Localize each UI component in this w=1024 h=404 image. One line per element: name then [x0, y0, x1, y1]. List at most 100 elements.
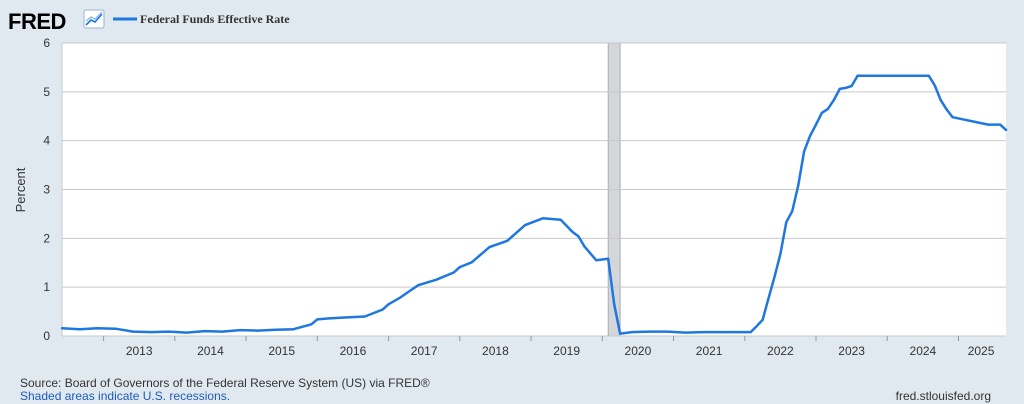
x-axis-ticks: 2013 2014 2015 2016 2017 2018 2019 2020 2021 2022…	[103, 336, 995, 358]
data-point	[203, 330, 206, 333]
data-point	[856, 74, 859, 77]
recession-note-link[interactable]: Shaded areas indicate U.S. recessions.	[20, 389, 231, 403]
data-point	[399, 296, 402, 299]
data-point	[149, 330, 153, 334]
series-line	[60, 74, 1008, 335]
x-tick-label: 2015	[268, 344, 295, 358]
x-tick-label: 2016	[340, 344, 367, 358]
data-point	[607, 257, 610, 260]
data-point	[630, 330, 634, 334]
data-point	[381, 308, 384, 311]
data-point	[618, 332, 622, 335]
x-tick-label: 2024	[910, 344, 937, 358]
y-axis-ticks: 0 1 2 3 4 5 6	[43, 36, 50, 343]
site-url[interactable]: fred.stlouisfed.org	[895, 389, 991, 403]
fred-graph-icon	[83, 9, 105, 29]
data-point	[803, 150, 806, 153]
data-point	[749, 330, 752, 334]
data-point	[933, 84, 936, 87]
data-point	[458, 266, 461, 269]
data-point	[779, 252, 782, 256]
data-point	[559, 218, 562, 221]
data-point	[239, 329, 242, 332]
data-point	[684, 331, 687, 334]
y-tick-label: 1	[43, 280, 50, 294]
data-point	[78, 328, 81, 331]
data-point	[915, 74, 919, 77]
series	[60, 74, 1008, 335]
x-tick-label: 2014	[197, 344, 224, 358]
data-point	[274, 328, 277, 331]
data-point	[951, 116, 954, 119]
data-point	[820, 111, 824, 114]
data-point	[114, 327, 117, 330]
data-point	[363, 315, 366, 318]
y-tick-label: 3	[43, 183, 50, 197]
data-point	[737, 330, 740, 334]
fred-logo[interactable]: FRED	[8, 9, 105, 34]
x-tick-label: 2020	[625, 344, 652, 358]
data-point	[808, 134, 812, 137]
y-tick-label: 2	[43, 231, 50, 245]
data-point	[945, 108, 948, 111]
data-point	[434, 278, 438, 281]
data-point	[767, 297, 770, 300]
data-point	[797, 184, 800, 187]
data-point	[939, 99, 942, 102]
data-point	[761, 318, 764, 321]
data-point	[1004, 128, 1008, 132]
legend: Federal Funds Effective Rate	[113, 12, 290, 26]
fred-logo-text: FRED	[8, 9, 66, 34]
data-point	[987, 123, 990, 126]
data-point	[838, 87, 841, 91]
series-points	[60, 74, 1008, 335]
data-point	[791, 209, 794, 213]
data-point	[571, 230, 574, 234]
data-point	[167, 330, 170, 333]
data-point	[60, 327, 64, 330]
data-point	[844, 86, 847, 90]
y-tick-label: 6	[43, 36, 50, 50]
data-point	[328, 317, 331, 320]
x-tick-label: 2018	[482, 344, 509, 358]
data-point	[583, 245, 586, 248]
data-point	[927, 74, 930, 77]
data-point	[488, 246, 491, 249]
x-tick-label: 2019	[553, 344, 580, 358]
data-point	[523, 224, 527, 227]
x-tick-label: 2023	[838, 344, 865, 358]
data-point	[132, 330, 135, 333]
x-tick-label: 2017	[411, 344, 438, 358]
data-point	[595, 259, 598, 262]
data-point	[613, 303, 616, 306]
data-point	[221, 330, 224, 333]
x-tick-label: 2021	[696, 344, 723, 358]
data-point	[96, 327, 99, 330]
data-point	[577, 235, 580, 238]
data-point	[506, 239, 509, 242]
data-point	[452, 271, 455, 274]
data-point	[345, 316, 349, 319]
data-point	[785, 221, 788, 224]
y-axis-label: Percent	[13, 167, 28, 212]
data-point	[814, 123, 818, 126]
data-point	[256, 329, 260, 332]
data-point	[702, 330, 705, 334]
data-point	[185, 331, 188, 334]
y-tick-label: 4	[43, 134, 50, 148]
legend-label: Federal Funds Effective Rate	[140, 12, 290, 26]
data-point	[666, 330, 669, 333]
data-point	[417, 284, 420, 287]
data-point	[850, 84, 853, 88]
data-point	[316, 318, 319, 321]
data-point	[719, 330, 723, 334]
data-point	[470, 261, 473, 264]
y-tick-label: 0	[43, 329, 50, 343]
x-tick-label: 2013	[126, 344, 153, 358]
data-point	[387, 303, 390, 306]
data-point	[832, 99, 835, 102]
source-citation: Source: Board of Governors of the Federa…	[20, 376, 430, 390]
data-point	[773, 275, 776, 279]
data-point	[292, 328, 295, 331]
